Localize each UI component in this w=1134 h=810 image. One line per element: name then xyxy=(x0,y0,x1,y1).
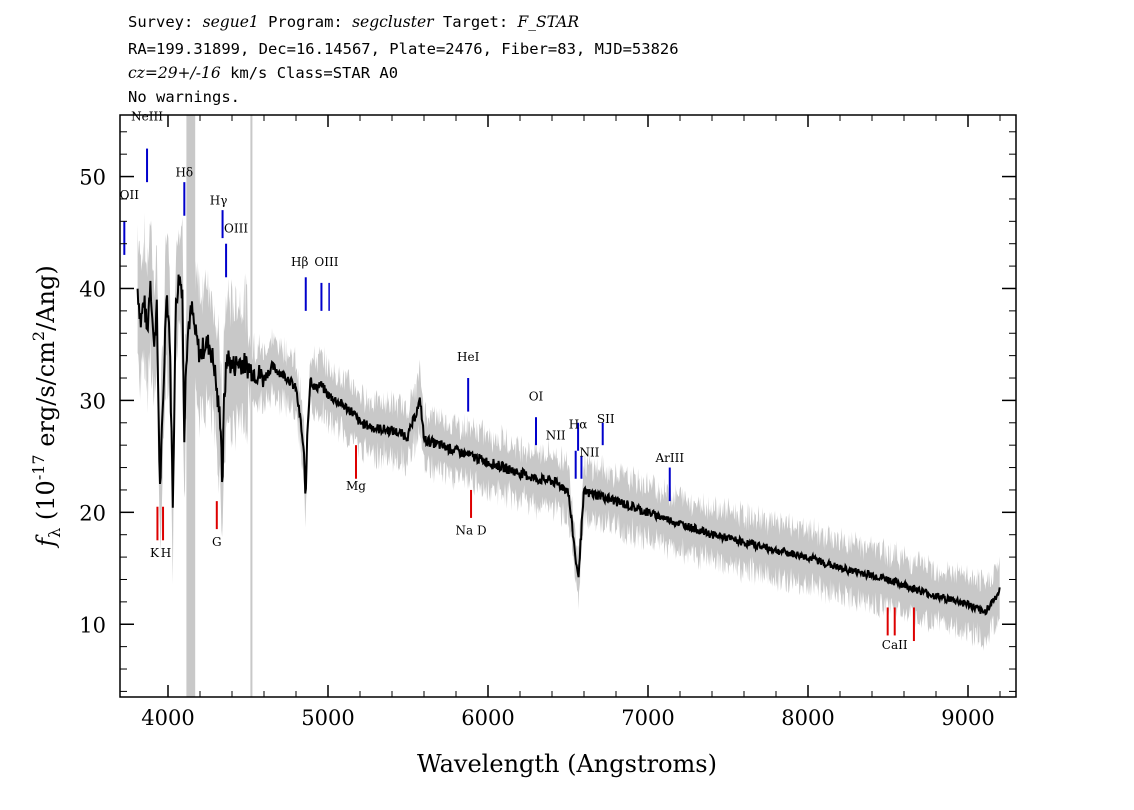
emission-line-label: OII xyxy=(120,188,140,202)
x-axis-label: Wavelength (Angstroms) xyxy=(417,750,717,778)
absorption-line-label: H xyxy=(161,546,171,560)
emission-line-label: NII xyxy=(579,445,599,459)
x-tick-label: 4000 xyxy=(141,706,194,730)
plot-frame xyxy=(119,114,1017,698)
emission-line-label: ArIII xyxy=(654,451,684,465)
emission-line-label: OIII xyxy=(224,222,248,236)
emission-line-label: OIII xyxy=(314,255,338,269)
error-envelope xyxy=(137,212,1000,651)
emission-line-label: OI xyxy=(529,389,544,403)
x-tick-label: 6000 xyxy=(461,706,514,730)
absorption-line-label: CaII xyxy=(882,638,908,652)
survey-label: Survey: xyxy=(128,13,194,31)
absorption-line-label: K xyxy=(150,546,160,560)
emission-line-label: NII xyxy=(546,429,566,443)
y-tick-label: 30 xyxy=(79,389,106,413)
absorption-line-label: G xyxy=(212,535,222,549)
emission-line-label: NeIII xyxy=(131,110,163,124)
header-line-3: cz=29+/-16 km/s Class=STAR A0 xyxy=(128,63,398,83)
emission-line-label: Hα xyxy=(569,417,588,431)
class-text: km/s Class=STAR A0 xyxy=(220,64,399,82)
header-line-2: RA=199.31899, Dec=16.14567, Plate=2476, … xyxy=(128,40,679,58)
masked-band-0 xyxy=(186,115,196,697)
emission-line-label: Hγ xyxy=(210,194,228,208)
target-label: Target: xyxy=(442,13,509,31)
program-value: segcluster xyxy=(352,13,434,31)
emission-line-label: HeI xyxy=(457,350,480,364)
emission-line-label: Hβ xyxy=(291,255,308,269)
y-tick-label: 50 xyxy=(79,166,106,190)
x-tick-label: 9000 xyxy=(941,706,994,730)
y-tick-label: 10 xyxy=(79,613,106,637)
absorption-line-label: Na D xyxy=(455,524,486,538)
absorption-line-label: Mg xyxy=(346,479,366,493)
y-tick-label: 40 xyxy=(79,277,106,301)
survey-value: segue1 xyxy=(202,13,259,31)
flux-line xyxy=(136,274,1001,616)
program-label: Program: xyxy=(268,13,343,31)
y-axis-label: fλ (10-17 erg/s/cm2/Ang) xyxy=(29,265,64,548)
x-tick-label: 7000 xyxy=(621,706,674,730)
emission-line-label: SII xyxy=(597,412,615,426)
y-tick-label: 20 xyxy=(79,501,106,525)
target-value: F_STAR xyxy=(517,13,580,31)
header-line-4: No warnings. xyxy=(128,88,240,106)
masked-band-1 xyxy=(250,115,253,697)
redshift-value: cz=29+/-16 xyxy=(128,64,221,82)
x-tick-label: 8000 xyxy=(781,706,834,730)
header-line-1: Survey: segue1 Program: segcluster Targe… xyxy=(128,12,579,32)
emission-line-label: Hδ xyxy=(175,166,193,180)
x-tick-label: 5000 xyxy=(301,706,354,730)
